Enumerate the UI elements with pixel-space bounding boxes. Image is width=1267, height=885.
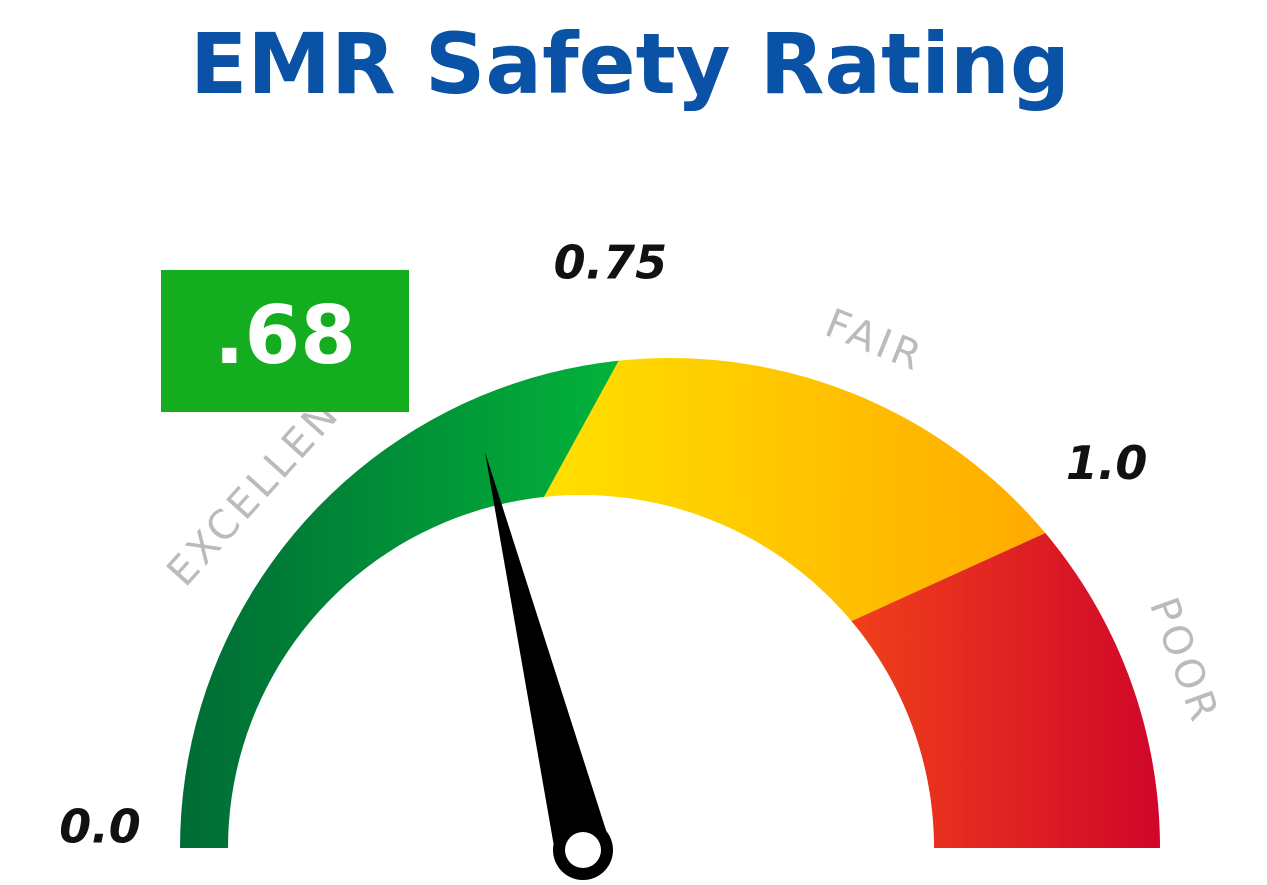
zone-label: POOR — [1140, 592, 1228, 731]
needle-hub-center — [565, 832, 601, 868]
value-box — [161, 270, 409, 412]
chart-title: EMR Safety Rating — [190, 15, 1070, 113]
gauge-zone — [180, 360, 619, 848]
gauge-zone — [851, 533, 1160, 848]
tick-label: 0.0 — [59, 800, 141, 854]
needle — [484, 451, 611, 857]
tick-label: 1.0 — [1066, 436, 1148, 490]
tick-label: 0.75 — [554, 236, 668, 290]
gauge-zone — [544, 358, 1046, 622]
value-label: .68 — [214, 289, 356, 382]
zone-label: FAIR — [819, 300, 931, 381]
